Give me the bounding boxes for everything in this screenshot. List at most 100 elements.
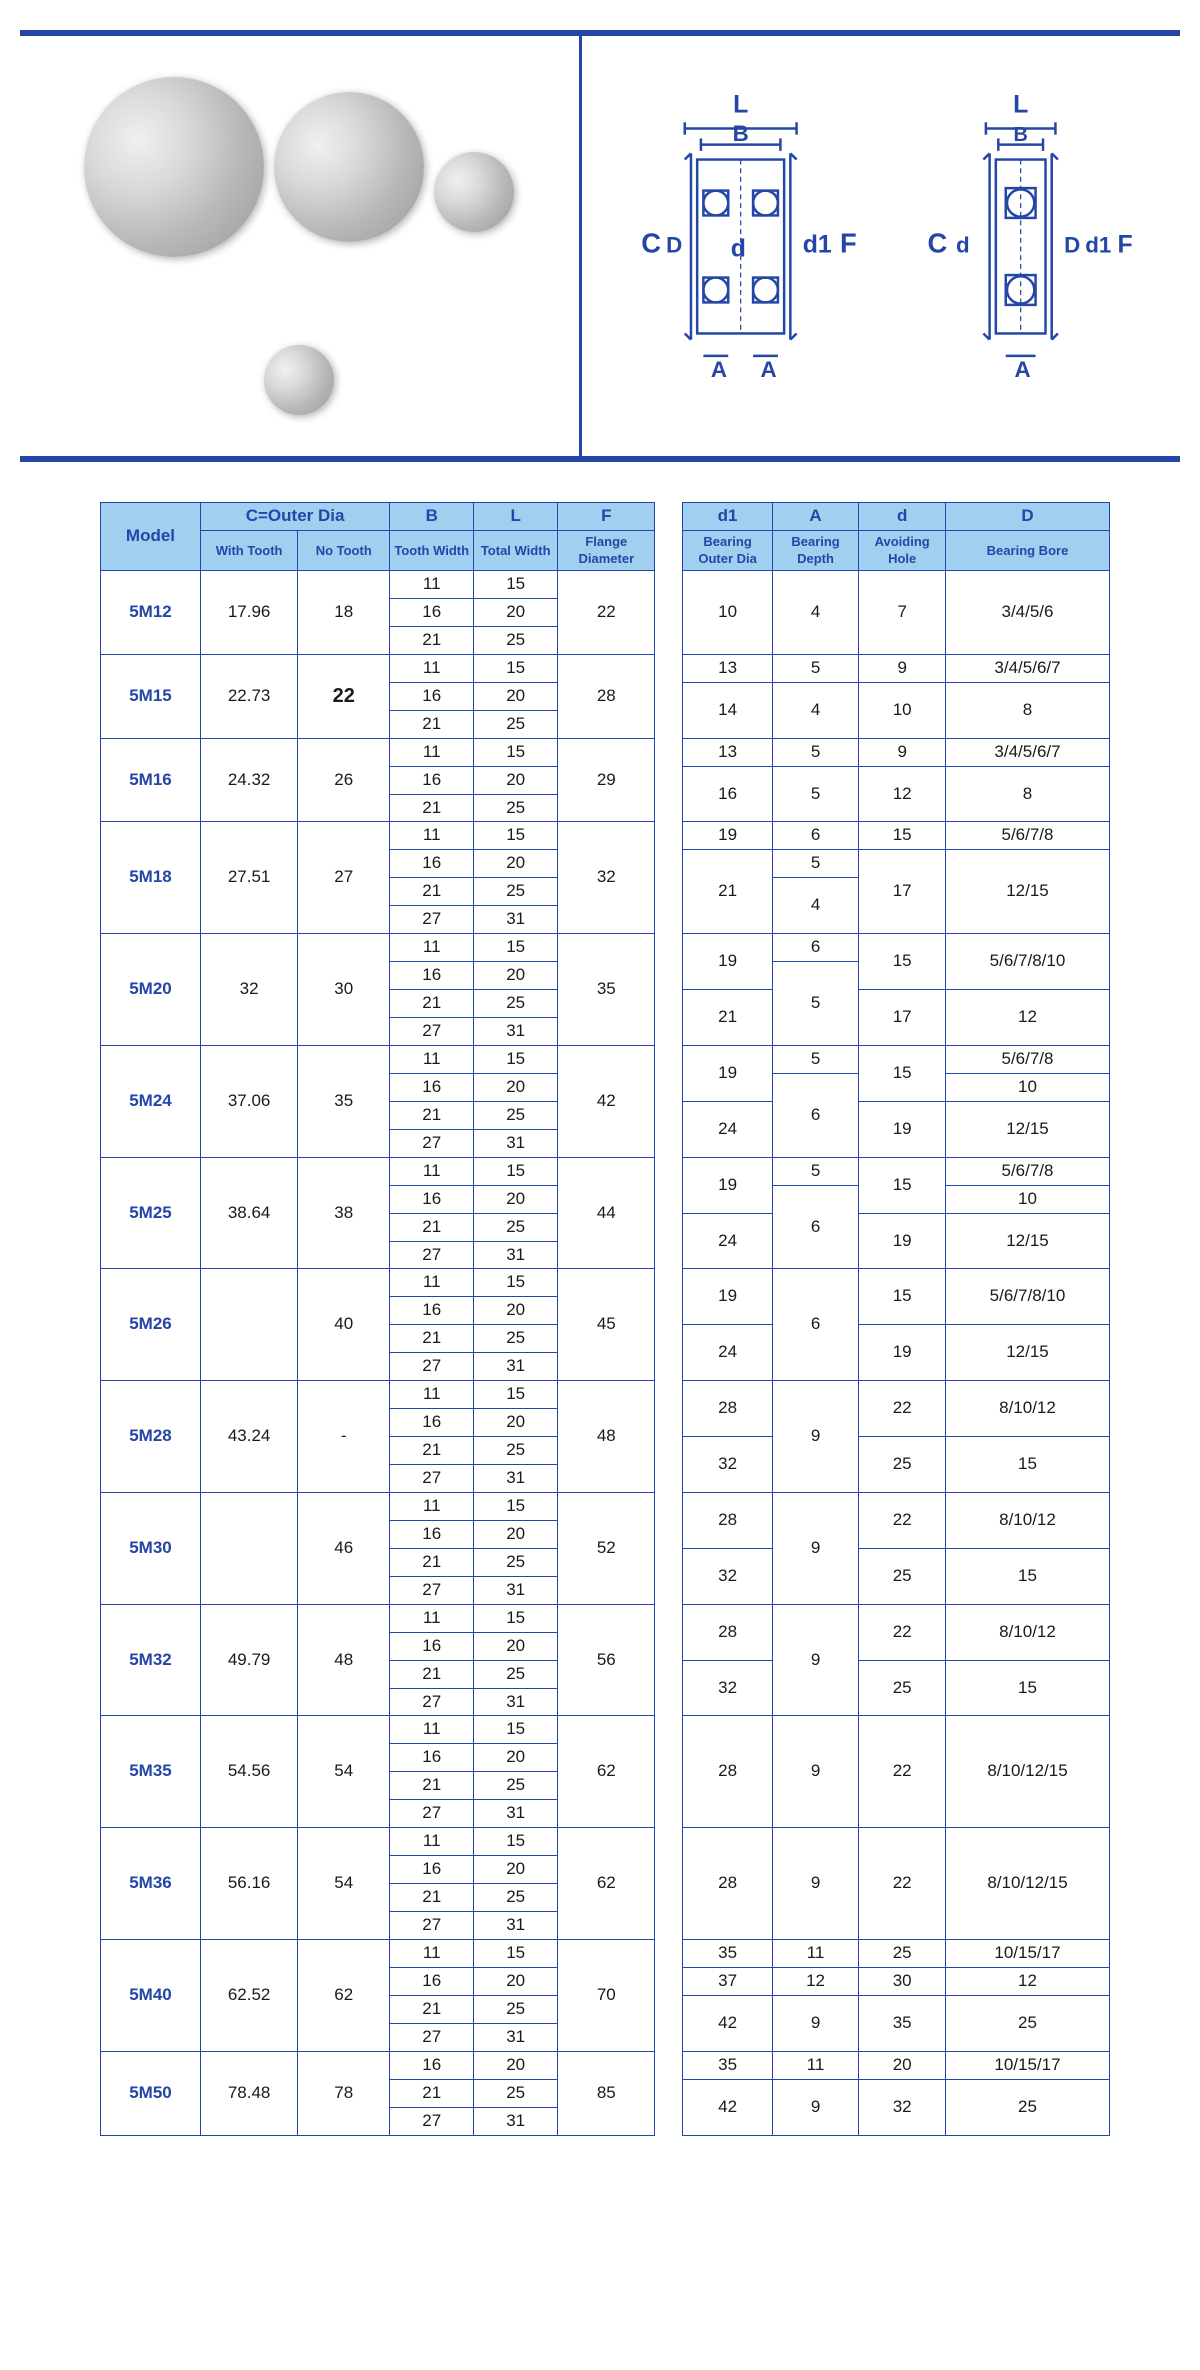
cell-right: 5: [772, 738, 859, 766]
cell-right: 25: [859, 1939, 946, 1967]
cell-model: 5M28: [101, 1381, 201, 1493]
cell-right: 22: [859, 1604, 946, 1660]
cell-right: 5: [772, 850, 859, 878]
cell-L: 25: [474, 1660, 558, 1688]
cell-with-tooth: 49.79: [200, 1604, 297, 1716]
cell-L: 31: [474, 906, 558, 934]
cell-B: 21: [390, 626, 474, 654]
cell-B: 27: [390, 1912, 474, 1940]
cell-B: 27: [390, 1353, 474, 1381]
col-F: F: [558, 503, 655, 531]
cell-right: 25: [945, 1995, 1109, 2051]
cell-B: 21: [390, 1437, 474, 1465]
cell-right: 6: [772, 1269, 859, 1381]
cell-B: 11: [390, 1269, 474, 1297]
cell-right: 19: [683, 822, 772, 850]
cell-right: 6: [772, 1073, 859, 1157]
cell-B: 21: [390, 1548, 474, 1576]
cell-L: 31: [474, 1465, 558, 1493]
cell-right: 5/6/7/8: [945, 822, 1109, 850]
col-d1-sub: Bearing Outer Dia: [683, 530, 772, 570]
cell-right: 15: [859, 1157, 946, 1213]
cell-L: 15: [474, 571, 558, 599]
cell-B: 21: [390, 710, 474, 738]
cell-B: 21: [390, 1101, 474, 1129]
cell-B: 11: [390, 1381, 474, 1409]
cell-no-tooth: 35: [298, 1045, 390, 1157]
cell-right: 22: [859, 1828, 946, 1940]
svg-text:d: d: [731, 235, 746, 262]
cell-right: 15: [859, 934, 946, 990]
table-row: 5M3046111552289228/10/12: [101, 1492, 1110, 1520]
svg-text:L: L: [1013, 91, 1028, 118]
cell-right: 19: [859, 1101, 946, 1157]
cell-L: 25: [474, 1101, 558, 1129]
cell-right: 10: [945, 1073, 1109, 1101]
svg-text:D: D: [667, 232, 683, 257]
cell-B: 11: [390, 1157, 474, 1185]
pulley-photo-placeholder: [62, 68, 537, 425]
cell-B: 16: [390, 598, 474, 626]
cell-L: 31: [474, 1800, 558, 1828]
col-L-sub: Total Width: [474, 530, 558, 570]
cell-right: 13: [683, 738, 772, 766]
cell-L: 25: [474, 1213, 558, 1241]
col-no-tooth: No Tooth: [298, 530, 390, 570]
cell-with-tooth: 22.73: [200, 654, 297, 738]
svg-text:d1: d1: [1085, 232, 1111, 257]
cell-model: 5M26: [101, 1269, 201, 1381]
cell-right: 6: [772, 1185, 859, 1269]
cell-right: 5: [772, 1157, 859, 1185]
cell-L: 25: [474, 878, 558, 906]
cell-right: 30: [859, 1967, 946, 1995]
cell-right: 28: [683, 1381, 772, 1437]
cell-L: 20: [474, 850, 558, 878]
cell-no-tooth: 62: [298, 1939, 390, 2051]
cell-L: 25: [474, 1995, 558, 2023]
cell-right: 21: [683, 850, 772, 934]
col-D: D: [945, 503, 1109, 531]
col-d1: d1: [683, 503, 772, 531]
technical-diagrams-area: L B C D d d1 F A A: [582, 36, 1181, 456]
cell-B: 27: [390, 1800, 474, 1828]
cell-with-tooth: 54.56: [200, 1716, 297, 1828]
product-image-area: [20, 36, 582, 456]
svg-text:d: d: [956, 232, 970, 257]
cell-no-tooth: 18: [298, 571, 390, 655]
cell-L: 20: [474, 1967, 558, 1995]
cell-L: 31: [474, 1576, 558, 1604]
cell-no-tooth: 22: [298, 654, 390, 738]
cell-B: 27: [390, 2107, 474, 2135]
cell-with-tooth: 78.48: [200, 2051, 297, 2135]
cell-B: 16: [390, 1297, 474, 1325]
cell-right: 12: [945, 1967, 1109, 1995]
cell-model: 5M40: [101, 1939, 201, 2051]
cell-right: 6: [772, 822, 859, 850]
cell-right: 9: [859, 738, 946, 766]
cell-model: 5M30: [101, 1492, 201, 1604]
cell-B: 16: [390, 850, 474, 878]
cell-B: 16: [390, 1520, 474, 1548]
cell-F: 62: [558, 1828, 655, 1940]
cell-L: 20: [474, 1744, 558, 1772]
cell-F: 56: [558, 1604, 655, 1716]
svg-text:d1: d1: [803, 231, 832, 258]
col-B: B: [390, 503, 474, 531]
cell-B: 27: [390, 1129, 474, 1157]
cell-right: 28: [683, 1492, 772, 1548]
cell-L: 15: [474, 1045, 558, 1073]
cell-right: 25: [859, 1660, 946, 1716]
cell-right: 19: [683, 1045, 772, 1101]
cell-B: 11: [390, 571, 474, 599]
cell-L: 20: [474, 766, 558, 794]
cell-L: 31: [474, 2107, 558, 2135]
cell-L: 15: [474, 1604, 558, 1632]
cell-B: 11: [390, 1939, 474, 1967]
cell-no-tooth: 54: [298, 1716, 390, 1828]
cell-right: 9: [772, 1828, 859, 1940]
cell-right: 32: [683, 1660, 772, 1716]
cell-L: 31: [474, 1688, 558, 1716]
table-header: Model C=Outer Dia B L F d1 A d D With To…: [101, 503, 1110, 571]
cell-right: 8/10/12: [945, 1604, 1109, 1660]
cell-right: 25: [859, 1548, 946, 1604]
